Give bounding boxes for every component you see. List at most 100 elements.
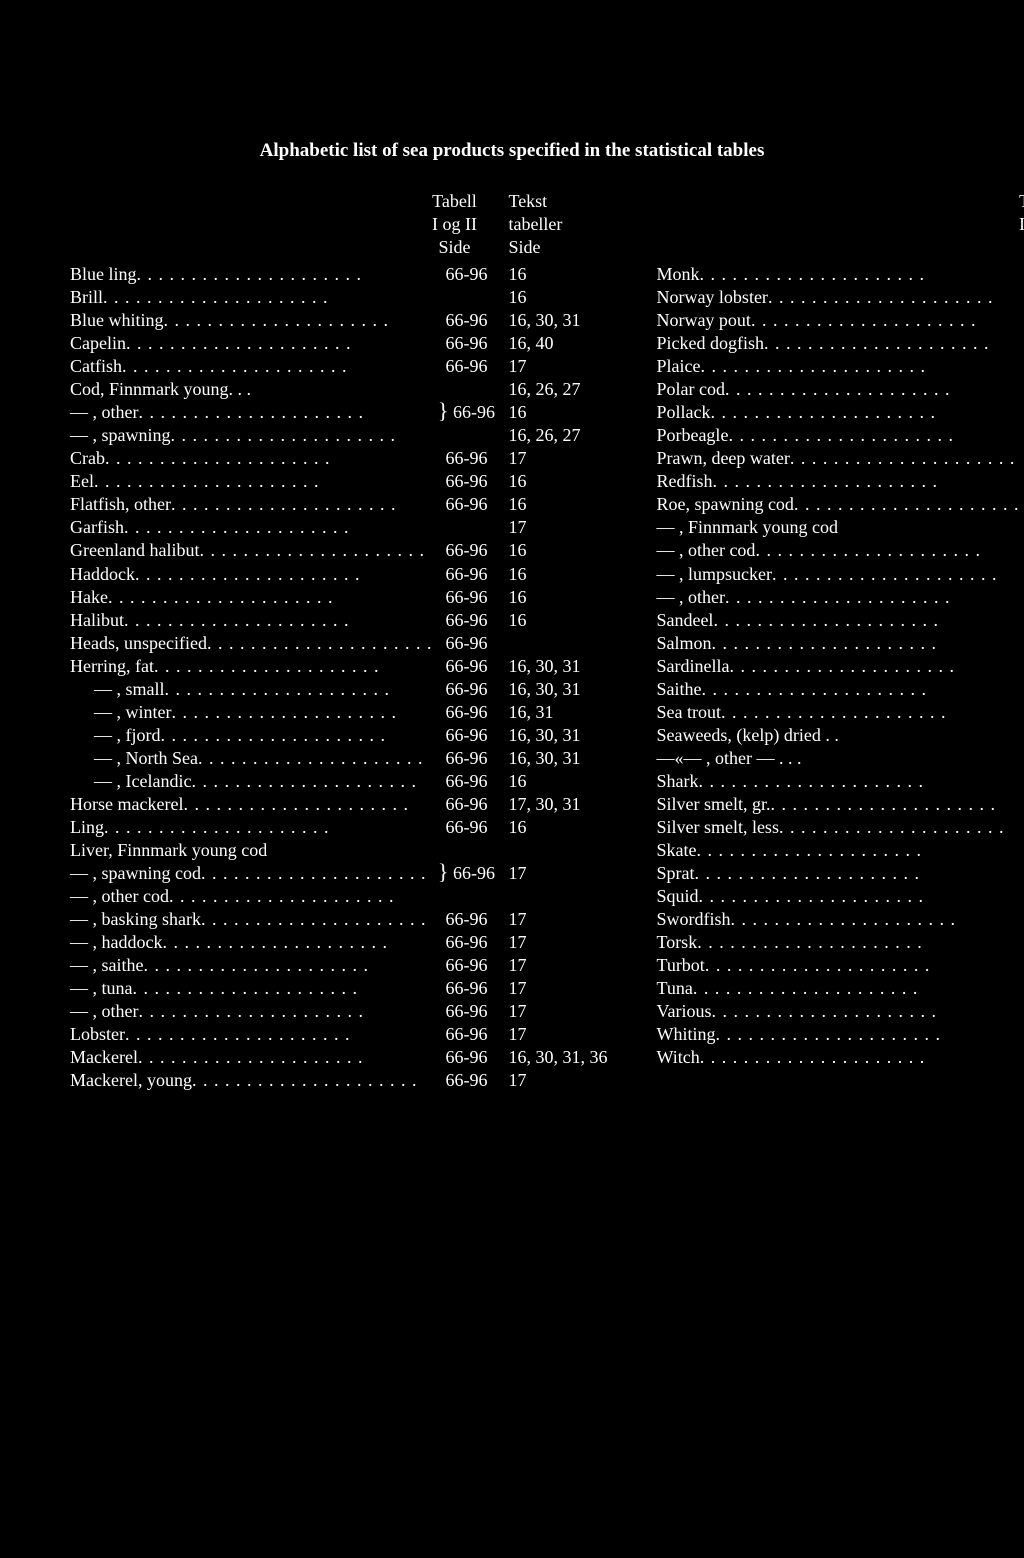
leader-dots: . . . . . . . . . . . . . . . . . . . . … [171, 493, 432, 516]
tabell-value: 66-96 [1019, 286, 1024, 309]
tabell-value: 66-96 [1019, 470, 1024, 493]
leader-dots: . . . . . . . . . . . . . . . . . . . . … [712, 470, 1019, 493]
leader-dots: . . . . . . . . . . . . . . . . . . . . … [138, 1000, 432, 1023]
tekst-value: 17 [500, 931, 628, 954]
table-row: — , winter . . . . . . . . . . . . . . .… [70, 701, 628, 724]
tekst-value: 16 [500, 816, 628, 839]
leader-dots: . . . . . . . . . . . . . . . . . . . . … [700, 355, 1019, 378]
tabell-value: 66-96 [1019, 1023, 1024, 1046]
leader-dots: . . . . . . . . . . . . . . . . . . . . … [694, 862, 1019, 885]
product-name: Crab [70, 447, 105, 470]
table-row: Polar cod . . . . . . . . . . . . . . . … [656, 378, 1024, 401]
product-name: Sea trout [656, 701, 721, 724]
leader-dots: . . . . . . . . . . . . . . . . . . . . … [772, 563, 1020, 586]
content-area: Tabell I og II Side Tekst tabeller Side … [70, 190, 954, 1092]
table-row: — , other . . . . . . . . . . . . . . . … [70, 1000, 628, 1023]
table-row: Swordfish . . . . . . . . . . . . . . . … [656, 908, 1024, 931]
product-name: Norway lobster [656, 286, 767, 309]
tabell-value: 66-96 [432, 678, 500, 701]
leader-dots: . . . . . . . . . . . . . . . . . . . . … [122, 355, 432, 378]
leader-dots: . . . . . . . . . . . . . . . . . . . . … [108, 586, 432, 609]
tekst-value: 17 [500, 1069, 628, 1092]
tekst-value: 16 [500, 470, 628, 493]
table-row: — , spawning . . . . . . . . . . . . . .… [70, 424, 628, 447]
product-name: Torsk [656, 931, 697, 954]
leader-dots: . . . . . . . . . . . . . . . . . . . . … [770, 793, 1019, 816]
product-name: Blue ling [70, 263, 137, 286]
product-name: Mackerel [70, 1046, 138, 1069]
tabell-value: 66-96 [1019, 401, 1024, 424]
leader-dots: . . . . . . . . . . . . . . . . . . . . … [715, 1023, 1019, 1046]
leader-dots: . . . . . . . . . . . . . . . . . . . . … [711, 632, 1019, 655]
tabell-value: 66-96 [1019, 885, 1024, 908]
tabell-value: 66-96 [1019, 424, 1024, 447]
tekst-value: 16 [500, 401, 628, 424]
product-name: Roe, spawning cod [656, 493, 793, 516]
table-row: Liver, Finnmark young cod [70, 839, 628, 862]
leader-dots: . . . . . . . . . . . . . . . . . . . . … [721, 701, 1019, 724]
tabell-value: 66-96 [432, 470, 500, 493]
table-row: Ling . . . . . . . . . . . . . . . . . .… [70, 816, 628, 839]
tabell-value: 66-96 [432, 586, 500, 609]
table-row: Tuna . . . . . . . . . . . . . . . . . .… [656, 977, 1024, 1000]
product-name: Polar cod [656, 378, 724, 401]
tabell-value: 66-96 [432, 563, 500, 586]
leader-dots: . . . . . . . . . . . . . . . . . . . . … [725, 378, 1020, 401]
leader-dots: . . . . . . . . . . . . . . . . . . . . … [124, 609, 432, 632]
leader-dots: . . . . . . . . . . . . . . . . . . . . … [701, 678, 1019, 701]
tabell-value: 66-96 [432, 655, 500, 678]
tekst-value: 16, 30, 31 [500, 655, 628, 678]
tabell-value: 66-96 [432, 747, 500, 770]
table-row: Herring, fat . . . . . . . . . . . . . .… [70, 655, 628, 678]
product-name: — , saithe [70, 954, 144, 977]
product-name: — , North Sea [70, 747, 198, 770]
table-row: Porbeagle . . . . . . . . . . . . . . . … [656, 424, 1024, 447]
leader-dots: . . . . . . . . . . . . . . . . . . . . … [711, 1000, 1019, 1023]
tabell-value: } 66-96 [432, 862, 500, 885]
leader-dots: . . . . . . . . . . . . . . . . . . . . … [183, 793, 432, 816]
tabell-value: 66-96 [432, 954, 500, 977]
leader-dots: . . . . . . . . . . . . . . . . . . . . … [729, 655, 1019, 678]
tabell-value: 66-96 [432, 724, 500, 747]
column-header: Tabell I og II Side Tekst tabeller Side [656, 190, 1024, 259]
product-name: Liver, Finnmark young cod [70, 839, 267, 862]
leader-dots: . . . . . . . . . . . . . . . . . . . . … [171, 424, 433, 447]
tekst-value: 16, 30, 31 [500, 678, 628, 701]
table-row: — , lumpsucker . . . . . . . . . . . . .… [656, 563, 1024, 586]
product-name: Herring, fat [70, 655, 154, 678]
leader-dots: . . . . . . . . . . . . . . . . . . . . … [133, 977, 433, 1000]
product-name: Prawn, deep water [656, 447, 789, 470]
table-row: Prawn, deep water . . . . . . . . . . . … [656, 447, 1024, 470]
leader-dots: . . . . . . . . . . . . . . . . . . . . … [698, 885, 1019, 908]
product-name: — , other cod [656, 539, 755, 562]
tabell-value: } 66-96 [1019, 516, 1024, 539]
table-row: Various . . . . . . . . . . . . . . . . … [656, 1000, 1024, 1023]
product-name: Blue whiting [70, 309, 164, 332]
tabell-value: 66-96 [432, 701, 500, 724]
product-name: Catfish [70, 355, 122, 378]
leader-dots: . . . . . . . . . . . . . . . . . . . . … [201, 908, 432, 931]
table-row: Mackerel . . . . . . . . . . . . . . . .… [70, 1046, 628, 1069]
product-name: — , other [70, 1000, 138, 1023]
tabell-value: 66-96 [1019, 701, 1024, 724]
table-row: —«— , other — . . . [656, 747, 1024, 770]
leader-dots: . . . . . . . . . . . . . . . . . . . . … [699, 263, 1019, 286]
tabell-value: 66-96 [432, 1069, 500, 1092]
product-name: Sprat [656, 862, 694, 885]
table-row: — , Finnmark young cod} 66-9617 [656, 516, 1024, 539]
leader-dots: . . . . . . . . . . . . . . . . . . . . … [764, 332, 1019, 355]
table-row: Seaweeds, (kelp) dried . .} 66-9617 [656, 724, 1024, 747]
header-tabell: Tabell I og II Side [997, 190, 1024, 259]
product-name: Ling [70, 816, 104, 839]
leader-dots: . . . . . . . . . . . . . . . . . . . . … [103, 286, 432, 309]
tekst-value: 16, 26, 27 [500, 378, 628, 401]
leader-dots: . . . . . . . . . . . . . . . . . . . . … [201, 862, 432, 885]
leader-dots: . . . . . . . . . . . . . . . . . . . . … [125, 1023, 432, 1046]
table-row: — , other . . . . . . . . . . . . . . . … [656, 586, 1024, 609]
product-name: Whiting [656, 1023, 715, 1046]
tabell-value: 66-96 [432, 493, 500, 516]
tekst-value: 17 [500, 977, 628, 1000]
tabell-value: 66-96 [1019, 586, 1024, 609]
table-row: Horse mackerel . . . . . . . . . . . . .… [70, 793, 628, 816]
leader-dots: . . . . . . . . . . . . . . . . . . . . … [198, 747, 432, 770]
